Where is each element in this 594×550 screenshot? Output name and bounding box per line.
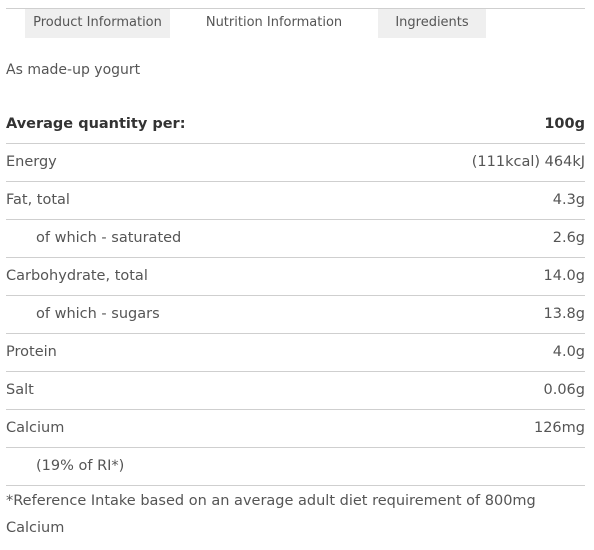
row-label: Protein [6, 344, 57, 360]
top-divider [6, 8, 585, 9]
header-label: Average quantity per: [6, 116, 186, 132]
reference-intake-footnote: *Reference Intake based on an average ad… [6, 493, 536, 536]
table-row-calcium: Calcium 126mg [6, 410, 585, 448]
table-row-protein: Protein 4.0g [6, 334, 585, 372]
row-label: Salt [6, 382, 34, 398]
table-row-salt: Salt 0.06g [6, 372, 585, 410]
row-label: Carbohydrate, total [6, 268, 148, 284]
table-row-energy: Energy (111kcal) 464kJ [6, 144, 585, 182]
row-label: of which - saturated [36, 230, 182, 246]
row-label: of which - sugars [36, 306, 160, 322]
row-label: (19% of RI*) [36, 458, 125, 474]
row-value: (111kcal) 464kJ [471, 154, 585, 170]
tab-product-information[interactable]: Product Information [25, 9, 170, 38]
row-value: 4.3g [552, 192, 585, 208]
row-value: 126mg [533, 420, 585, 436]
row-label: Calcium [6, 420, 65, 436]
table-header-row: Average quantity per: 100g [6, 106, 585, 144]
row-label: Energy [6, 154, 57, 170]
row-label: Fat, total [6, 192, 70, 208]
nutrition-table: Average quantity per: 100g Energy (111kc… [6, 106, 585, 486]
row-value: 4.0g [552, 344, 585, 360]
table-row-saturated: of which - saturated 2.6g [6, 220, 585, 258]
tab-bar: Product Information Nutrition Informatio… [25, 9, 486, 38]
row-value: 0.06g [543, 382, 586, 398]
table-row-calcium-ri: (19% of RI*) [6, 448, 585, 486]
header-value: 100g [544, 116, 585, 132]
table-row-fat: Fat, total 4.3g [6, 182, 585, 220]
serving-description: As made-up yogurt [6, 62, 141, 78]
tab-ingredients[interactable]: Ingredients [378, 9, 486, 38]
row-value: 13.8g [543, 306, 586, 322]
row-value: 14.0g [543, 268, 586, 284]
tab-nutrition-information[interactable]: Nutrition Information [170, 9, 378, 38]
table-row-carbohydrate: Carbohydrate, total 14.0g [6, 258, 585, 296]
table-row-sugars: of which - sugars 13.8g [6, 296, 585, 334]
row-value: 2.6g [552, 230, 585, 246]
